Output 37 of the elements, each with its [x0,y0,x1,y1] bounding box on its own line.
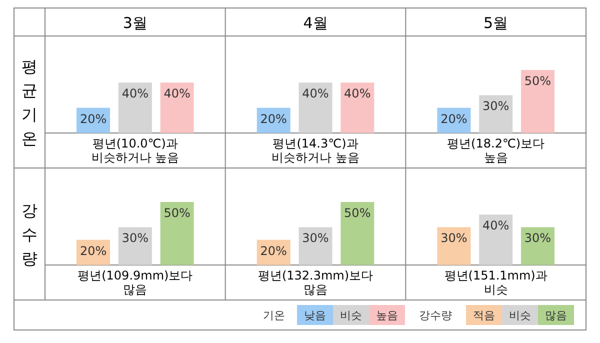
data-label: 20% [80,244,107,258]
y-axis-title: 강수량 [22,201,38,268]
data-label: 30% [524,231,552,246]
data-label: 20% [440,112,468,126]
legend-title: 기온 [263,309,285,322]
text: 평년(151.1mm)과 비슷 [444,268,548,296]
chart-title: 5월 [484,14,508,32]
data-label: 20% [260,112,287,126]
data-label: 30% [302,231,329,246]
text: 평년(132.3mm)보다 많음 [258,268,374,296]
data-label: 40% [482,218,510,233]
data-label: 40% [164,86,190,101]
y-axis-title: 평균기온 [22,57,38,148]
text: 많음 [545,309,567,322]
data-label: 20% [80,112,107,126]
data-label: 30% [122,231,149,246]
legend-title: 강수량 [419,309,452,322]
text: 높음 [376,309,398,322]
text: 평년(109.9mm)보다 많음 [78,268,193,296]
data-label: 30% [440,231,468,246]
data-label: 20% [260,244,287,258]
data-label: 50% [524,74,552,88]
data-label: 30% [482,99,510,114]
chart-title: 3월 [122,14,148,32]
data-label: 50% [164,206,190,220]
data-label: 40% [302,86,329,101]
text: 낮음 [304,309,326,322]
text: 평년(14.3℃)과 비슷하거나 높음 [272,136,360,164]
chart-title: 4월 [303,14,328,32]
text: 비슷 [340,309,362,322]
data-label: 50% [344,206,371,220]
data-label: 40% [122,86,149,101]
text: 평년(10.0℃)과 비슷하거나 높음 [91,136,180,164]
text: 적음 [473,309,495,322]
text: 비슷 [509,309,531,322]
text: 평년(18.2℃)보다 높음 [447,136,545,164]
data-label: 40% [344,86,371,101]
